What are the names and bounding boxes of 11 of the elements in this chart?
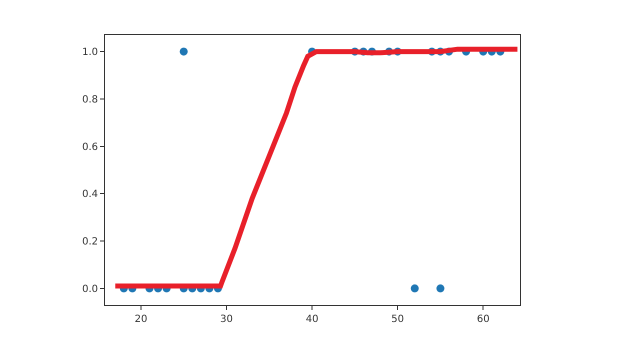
y-tick-label: 0.6 [82, 142, 98, 153]
x-tick-label: 30 [220, 314, 233, 325]
y-tick-label: 0.4 [82, 189, 98, 200]
x-tick-label: 20 [134, 314, 148, 325]
x-tick-label: 40 [306, 314, 318, 325]
y-tick-label: 0.0 [82, 284, 98, 295]
y-tick-label: 0.8 [82, 94, 98, 106]
y-tick-label: 1.0 [82, 47, 98, 58]
y-tick-label: 0.2 [82, 236, 98, 248]
x-tick-label: 50 [391, 314, 404, 325]
x-tick-label: 60 [476, 314, 490, 325]
